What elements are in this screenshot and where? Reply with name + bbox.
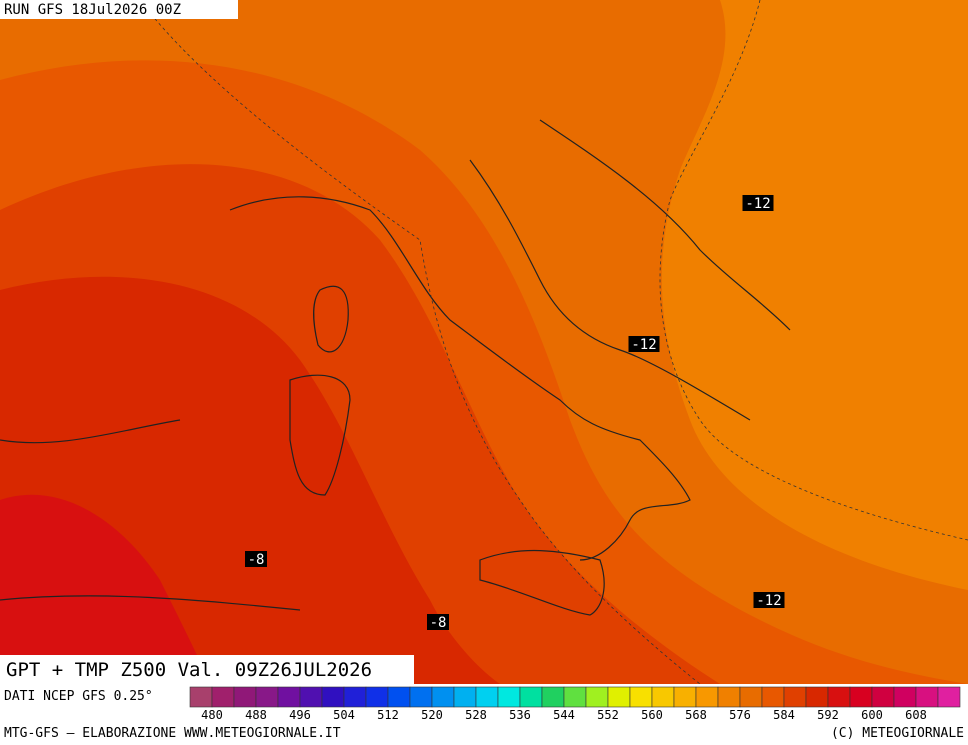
colorbar-swatch bbox=[783, 686, 807, 708]
colorbar-swatch bbox=[717, 686, 741, 708]
colorbar-swatch bbox=[563, 686, 587, 708]
copyright-text: (C) METEOGIORNALE bbox=[831, 726, 964, 741]
colorbar-swatch bbox=[497, 686, 521, 708]
contour-label: -8 bbox=[248, 552, 265, 568]
colorbar-swatch bbox=[805, 686, 829, 708]
contour-label-box bbox=[427, 614, 449, 630]
colorbar-swatch bbox=[651, 686, 675, 708]
colorbar-swatch bbox=[673, 686, 697, 708]
colorbar-label: 520 bbox=[421, 708, 443, 722]
contour-label-box bbox=[628, 336, 660, 352]
colorbar-swatch bbox=[233, 686, 257, 708]
colorbar-label: 592 bbox=[817, 708, 839, 722]
colorbar-swatch bbox=[299, 686, 323, 708]
colorbar-swatch bbox=[277, 686, 301, 708]
colorbar-label: 488 bbox=[245, 708, 267, 722]
colorbar-swatch bbox=[893, 686, 917, 708]
colorbar-swatch bbox=[453, 686, 477, 708]
run-label-box bbox=[0, 0, 238, 19]
colorbar-swatch bbox=[189, 686, 213, 708]
contour-label: -12 bbox=[745, 196, 770, 212]
source-text: DATI NCEP GFS 0.25° bbox=[4, 689, 153, 704]
contour-label-box bbox=[742, 195, 774, 211]
colorbar-swatch bbox=[321, 686, 345, 708]
colorbar-label: 568 bbox=[685, 708, 707, 722]
colorbar-label: 600 bbox=[861, 708, 883, 722]
colorbar-swatch bbox=[849, 686, 873, 708]
colorbar-swatch bbox=[343, 686, 367, 708]
product-label: GPT + TMP Z500 Val. 09Z26JUL2026 bbox=[6, 659, 372, 681]
colorbar-label: 576 bbox=[729, 708, 751, 722]
colorbar-swatch bbox=[827, 686, 851, 708]
band bbox=[0, 494, 210, 684]
contour-label: -8 bbox=[430, 615, 447, 631]
contour-label: -12 bbox=[631, 337, 656, 353]
colorbar-swatch bbox=[915, 686, 939, 708]
colorbar-swatch bbox=[519, 686, 543, 708]
colorbar-label: 504 bbox=[333, 708, 355, 722]
colorbar-label: 536 bbox=[509, 708, 531, 722]
coastlines bbox=[0, 119, 791, 616]
colorbar-swatch bbox=[475, 686, 499, 708]
colorbar-label: 480 bbox=[201, 708, 223, 722]
colorbar-swatch bbox=[409, 686, 433, 708]
colorbar-swatch bbox=[585, 686, 609, 708]
contour-label-box bbox=[245, 551, 267, 567]
colorbar-swatch bbox=[695, 686, 719, 708]
colorbar-swatch bbox=[431, 686, 455, 708]
colorbar-label: 608 bbox=[905, 708, 927, 722]
colorbar-swatch bbox=[871, 686, 895, 708]
credit-text: MTG-GFS — ELABORAZIONE WWW.METEOGIORNALE… bbox=[4, 726, 341, 741]
isotherms bbox=[139, 0, 968, 685]
colorbar-swatch bbox=[761, 686, 785, 708]
contour-label-box bbox=[753, 592, 785, 608]
colorbar-label: 544 bbox=[553, 708, 575, 722]
colorbar-swatch bbox=[211, 686, 235, 708]
contour-label: -12 bbox=[756, 593, 781, 609]
colorbar-swatch bbox=[255, 686, 279, 708]
colorbar-swatch bbox=[387, 686, 411, 708]
colorbar-swatch bbox=[629, 686, 653, 708]
colorbar-swatch bbox=[607, 686, 631, 708]
colorbar-swatch bbox=[541, 686, 565, 708]
colorbar-label: 560 bbox=[641, 708, 663, 722]
colorbar-label: 552 bbox=[597, 708, 619, 722]
colorbar-label: 528 bbox=[465, 708, 487, 722]
colorbar-label: 496 bbox=[289, 708, 311, 722]
colorbar-swatch bbox=[937, 686, 961, 708]
product-label-box bbox=[0, 655, 414, 684]
run-label: RUN GFS 18Jul2026 00Z bbox=[4, 2, 181, 18]
colorbar-label: 584 bbox=[773, 708, 795, 722]
colorbar-swatch bbox=[739, 686, 763, 708]
colorbar-swatch bbox=[365, 686, 389, 708]
colorbar-label: 512 bbox=[377, 708, 399, 722]
